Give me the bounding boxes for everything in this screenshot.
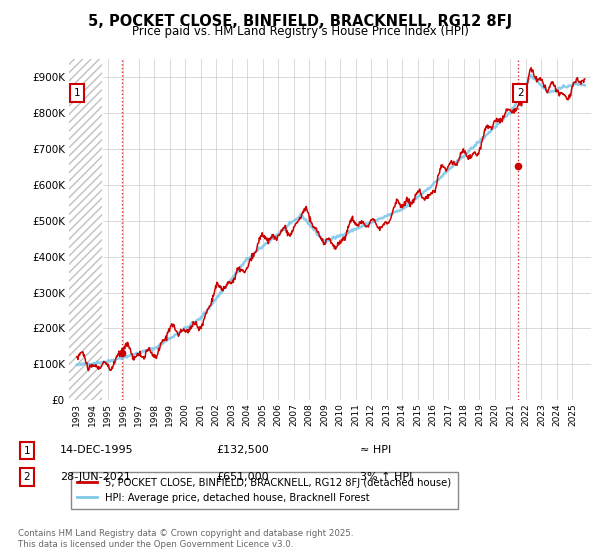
Text: 1: 1 <box>23 446 31 456</box>
Text: Contains HM Land Registry data © Crown copyright and database right 2025.
This d: Contains HM Land Registry data © Crown c… <box>18 529 353 549</box>
Text: Price paid vs. HM Land Registry's House Price Index (HPI): Price paid vs. HM Land Registry's House … <box>131 25 469 38</box>
Text: £651,000: £651,000 <box>216 472 269 482</box>
Text: 28-JUN-2021: 28-JUN-2021 <box>60 472 131 482</box>
Text: 2: 2 <box>517 88 524 98</box>
Text: 3% ↑ HPI: 3% ↑ HPI <box>360 472 412 482</box>
Text: 2: 2 <box>23 472 31 482</box>
Text: £132,500: £132,500 <box>216 445 269 455</box>
Text: 1: 1 <box>73 88 80 98</box>
Legend: 5, POCKET CLOSE, BINFIELD, BRACKNELL, RG12 8FJ (detached house), HPI: Average pr: 5, POCKET CLOSE, BINFIELD, BRACKNELL, RG… <box>71 472 458 509</box>
Text: ≈ HPI: ≈ HPI <box>360 445 391 455</box>
Bar <box>69 59 101 400</box>
Bar <box>69 59 101 400</box>
Text: 5, POCKET CLOSE, BINFIELD, BRACKNELL, RG12 8FJ: 5, POCKET CLOSE, BINFIELD, BRACKNELL, RG… <box>88 14 512 29</box>
Text: 14-DEC-1995: 14-DEC-1995 <box>60 445 134 455</box>
